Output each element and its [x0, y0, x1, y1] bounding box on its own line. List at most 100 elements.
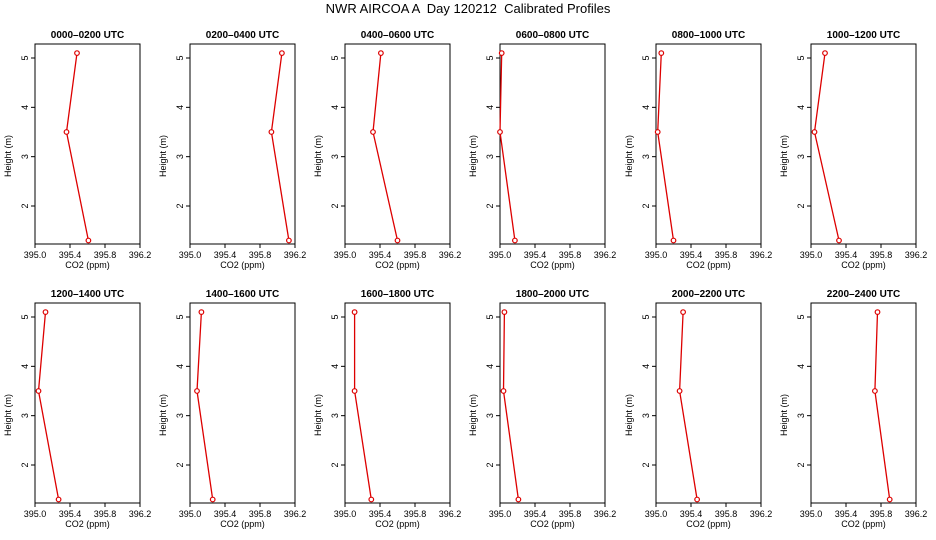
y-tick-label: 5 — [330, 55, 340, 60]
x-tick-label: 395.8 — [870, 250, 893, 260]
profile-line — [353, 312, 372, 500]
y-tick-label: 5 — [20, 55, 30, 60]
data-point — [822, 50, 828, 56]
data-point — [394, 237, 401, 244]
plot-frame — [499, 43, 606, 245]
y-tick-label: 2 — [175, 462, 185, 467]
profile-line — [65, 53, 90, 241]
y-tick-label: 4 — [175, 364, 185, 369]
x-tick-label: 395.8 — [870, 509, 893, 519]
x-tick-label: 396.2 — [439, 509, 462, 519]
x-axis-label: CO2 (ppm) — [841, 519, 886, 529]
panel-title: 0400–0600 UTC — [361, 30, 434, 41]
x-tick-label: 395.0 — [489, 509, 512, 519]
x-tick-label: 396.2 — [594, 250, 617, 260]
x-axis-label: CO2 (ppm) — [220, 519, 265, 529]
profile-line — [502, 312, 520, 500]
panel-title: 1000–1200 UTC — [827, 30, 900, 41]
panel-title: 0000–0200 UTC — [51, 30, 124, 41]
y-tick-label: 4 — [20, 364, 30, 369]
data-point — [694, 496, 700, 503]
x-axis-label: CO2 (ppm) — [841, 260, 886, 270]
x-tick-label: 396.2 — [905, 250, 928, 260]
chart-panel-4: 0600–0800 UTC 395.0 395.4 395.8 396.2 CO2 (pp… — [468, 30, 616, 270]
x-tick-label: 395.4 — [524, 250, 547, 260]
y-tick-label: 4 — [175, 105, 185, 110]
x-tick-label: 396.2 — [439, 250, 462, 260]
data-point — [370, 129, 376, 135]
x-tick-label: 395.0 — [489, 250, 512, 260]
x-axis-label: CO2 (ppm) — [686, 519, 731, 529]
chart-panel-8: 1400–1600 UTC 395.0 395.4 395.8 396.2 CO2 (pp… — [158, 289, 306, 529]
data-point — [63, 129, 70, 135]
profile-line — [372, 53, 399, 241]
y-tick-label: 3 — [641, 413, 651, 418]
data-point — [55, 496, 62, 503]
plot-frame — [344, 43, 451, 245]
y-tick-label: 2 — [641, 203, 651, 208]
y-tick-label: 4 — [641, 364, 651, 369]
x-axis-label: CO2 (ppm) — [65, 260, 110, 270]
x-tick-label: 395.8 — [404, 250, 427, 260]
plot-frame — [344, 302, 451, 504]
data-point — [368, 496, 375, 503]
x-axis-label: CO2 (ppm) — [686, 260, 731, 270]
y-axis-label: Height (m) — [468, 135, 478, 177]
y-tick-label: 5 — [641, 55, 651, 60]
data-point — [85, 237, 92, 244]
x-tick-label: 395.0 — [334, 250, 357, 260]
plot-frame — [189, 43, 296, 245]
chart-panel-9: 1600–1800 UTC 395.0 395.4 395.8 396.2 CO2 (pp… — [313, 289, 461, 529]
x-tick-label: 396.2 — [750, 509, 773, 519]
y-tick-label: 4 — [330, 105, 340, 110]
x-axis-label: CO2 (ppm) — [530, 519, 575, 529]
y-tick-label: 5 — [175, 55, 185, 60]
x-tick-label: 395.4 — [214, 250, 237, 260]
panel-title: 0800–1000 UTC — [672, 30, 745, 41]
y-tick-label: 5 — [175, 314, 185, 319]
y-tick-label: 2 — [330, 203, 340, 208]
x-tick-label: 395.8 — [249, 509, 272, 519]
data-point — [501, 309, 508, 316]
y-tick-label: 4 — [485, 364, 495, 369]
x-tick-label: 395.4 — [680, 250, 703, 260]
plot-frame — [810, 302, 917, 504]
y-axis-label: Height (m) — [158, 394, 168, 436]
page-title: NWR AIRCOA A Day 120212 Calibrated Profi… — [325, 1, 611, 16]
y-axis-label: Height (m) — [779, 394, 789, 436]
y-tick-label: 4 — [796, 105, 806, 110]
x-tick-label: 395.4 — [59, 509, 82, 519]
y-axis-label: Height (m) — [3, 394, 13, 436]
x-tick-label: 396.2 — [129, 250, 152, 260]
data-point — [74, 50, 80, 56]
y-tick-label: 2 — [20, 462, 30, 467]
profile-line — [813, 53, 840, 241]
panel-title: 1200–1400 UTC — [51, 289, 124, 300]
data-point — [886, 496, 893, 503]
x-tick-label: 395.0 — [24, 250, 47, 260]
profile-line — [270, 53, 290, 241]
y-tick-label: 4 — [485, 105, 495, 110]
chart-panel-6: 1000–1200 UTC 395.0 395.4 395.8 396.2 CO2 (pp… — [779, 30, 927, 270]
profile-line — [657, 53, 675, 241]
x-tick-label: 396.2 — [750, 250, 773, 260]
data-point — [497, 129, 503, 135]
chart-panel-12: 2200–2400 UTC 395.0 395.4 395.8 396.2 CO2 (pp… — [779, 289, 927, 529]
data-point — [874, 309, 881, 316]
x-tick-label: 395.0 — [179, 509, 202, 519]
x-tick-label: 396.2 — [284, 250, 307, 260]
y-tick-label: 3 — [175, 413, 185, 418]
y-tick-label: 2 — [796, 203, 806, 208]
y-tick-label: 4 — [641, 105, 651, 110]
y-tick-label: 3 — [641, 154, 651, 159]
y-tick-label: 2 — [485, 203, 495, 208]
y-tick-label: 5 — [485, 55, 495, 60]
x-tick-label: 395.0 — [645, 250, 668, 260]
plot-frame — [34, 43, 141, 245]
x-tick-label: 395.0 — [24, 509, 47, 519]
y-tick-label: 3 — [485, 413, 495, 418]
y-tick-label: 3 — [485, 154, 495, 159]
y-tick-label: 5 — [485, 314, 495, 319]
y-tick-label: 3 — [330, 154, 340, 159]
